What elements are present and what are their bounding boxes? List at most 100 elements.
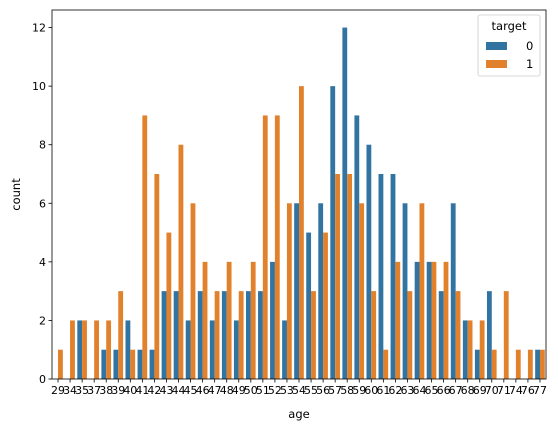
bar-target-0-age-44 <box>173 291 179 379</box>
x-tick-label: 43 <box>159 384 173 397</box>
bar-target-1-age-42 <box>154 174 160 379</box>
x-tick-label: 45 <box>184 384 198 397</box>
bar-target-1-age-71 <box>503 291 509 379</box>
bar-target-1-age-77 <box>539 349 545 379</box>
bar-target-0-age-64 <box>414 261 420 379</box>
bar-target-0-age-59 <box>354 115 360 380</box>
bar-target-0-age-51 <box>258 291 263 379</box>
bar-target-1-age-40 <box>130 349 136 379</box>
bar-target-1-age-61 <box>383 349 389 379</box>
bar-target-0-age-35 <box>77 320 83 379</box>
x-tick-label: 37 <box>87 384 101 397</box>
bar-target-0-age-66 <box>438 291 444 379</box>
bar-target-0-age-61 <box>378 174 384 379</box>
bar-target-1-age-65 <box>431 261 437 379</box>
bar-target-0-age-55 <box>306 232 312 379</box>
bar-target-1-age-57 <box>335 174 340 379</box>
x-tick-label: 29 <box>51 384 65 397</box>
x-tick-label: 38 <box>99 384 113 397</box>
y-tick-label: 0 <box>39 373 46 386</box>
x-tick-label: 59 <box>352 384 366 397</box>
x-tick-label: 50 <box>244 384 258 397</box>
bar-target-1-age-29 <box>58 349 63 379</box>
bar-target-1-age-43 <box>166 232 172 379</box>
x-tick-label: 49 <box>232 384 246 397</box>
bar-target-1-age-68 <box>467 320 473 379</box>
bar-target-0-age-62 <box>390 174 396 379</box>
bar-target-0-age-69 <box>474 349 480 379</box>
x-tick-label: 57 <box>328 384 342 397</box>
bar-target-0-age-42 <box>149 349 155 379</box>
bar-target-0-age-48 <box>221 291 227 379</box>
x-tick-label: 60 <box>364 384 378 397</box>
y-tick-label: 4 <box>39 256 46 269</box>
bar-target-1-age-45 <box>190 203 196 379</box>
x-tick-label: 64 <box>412 384 426 397</box>
bar-target-1-age-60 <box>371 291 377 379</box>
bar-target-1-age-55 <box>311 291 316 379</box>
bar-target-1-age-51 <box>262 115 268 380</box>
bar-target-0-age-70 <box>486 291 492 379</box>
x-tick-label: 41 <box>135 384 149 397</box>
x-tick-label: 62 <box>388 384 402 397</box>
x-tick-label: 68 <box>461 384 475 397</box>
x-tick-label: 56 <box>316 384 330 397</box>
bar-target-0-age-41 <box>137 349 143 379</box>
x-tick-label: 55 <box>304 384 318 397</box>
bar-target-0-age-50 <box>245 291 251 379</box>
bar-target-0-age-45 <box>185 320 191 379</box>
bar-target-0-age-43 <box>161 291 167 379</box>
bar-target-0-age-58 <box>342 27 348 379</box>
bar-target-1-age-58 <box>347 174 353 379</box>
bar-target-1-age-44 <box>178 144 184 379</box>
x-tick-label: 52 <box>268 384 282 397</box>
bar-target-0-age-77 <box>535 349 540 379</box>
x-tick-label: 47 <box>208 384 222 397</box>
y-axis-ticks: 0 2 4 6 8 10 12 <box>32 22 52 386</box>
x-tick-label: 40 <box>123 384 137 397</box>
y-tick-label: 10 <box>32 80 46 93</box>
bar-target-1-age-47 <box>214 291 220 379</box>
bar-target-1-age-63 <box>407 291 413 379</box>
legend: target 01 <box>477 14 541 77</box>
bar-target-0-age-63 <box>402 203 408 379</box>
bar-target-1-age-54 <box>299 86 304 379</box>
x-tick-label: 74 <box>509 384 523 397</box>
bar-target-0-age-53 <box>282 320 287 379</box>
y-axis-label: count <box>9 178 23 211</box>
x-tick-label: 70 <box>485 384 499 397</box>
x-tick-label: 76 <box>521 384 535 397</box>
bar-target-1-age-49 <box>238 291 244 379</box>
x-axis-label: age <box>288 407 309 421</box>
x-tick-label: 63 <box>400 384 414 397</box>
bar-target-1-age-56 <box>323 232 328 379</box>
bar-target-0-age-68 <box>462 320 468 379</box>
y-tick-label: 6 <box>39 197 46 210</box>
legend-title: target <box>492 19 527 33</box>
x-tick-label: 51 <box>256 384 270 397</box>
bars-group <box>58 27 545 380</box>
bar-target-0-age-57 <box>330 86 336 379</box>
bar-target-0-age-49 <box>233 320 239 379</box>
x-tick-label: 71 <box>497 384 511 397</box>
bar-target-0-age-67 <box>450 203 456 379</box>
x-tick-label: 65 <box>425 384 439 397</box>
bar-target-0-age-54 <box>294 203 299 379</box>
bar-target-1-age-69 <box>479 320 485 379</box>
bar-target-1-age-46 <box>202 261 208 379</box>
legend-items: 01 <box>486 39 533 71</box>
x-tick-label: 44 <box>172 384 186 397</box>
bar-target-0-age-60 <box>366 144 372 379</box>
bar-target-0-age-46 <box>197 291 203 379</box>
bar-target-1-age-66 <box>443 261 449 379</box>
y-tick-label: 8 <box>39 139 46 152</box>
x-axis-ticks: 2934353738394041424344454647484950515253… <box>51 379 547 397</box>
x-tick-label: 66 <box>437 384 451 397</box>
x-tick-label: 77 <box>533 384 547 397</box>
bar-target-0-age-40 <box>125 320 131 379</box>
x-tick-label: 34 <box>63 384 77 397</box>
bar-target-1-age-74 <box>515 349 521 379</box>
bar-target-1-age-34 <box>70 320 75 379</box>
bar-target-1-age-37 <box>94 320 99 379</box>
